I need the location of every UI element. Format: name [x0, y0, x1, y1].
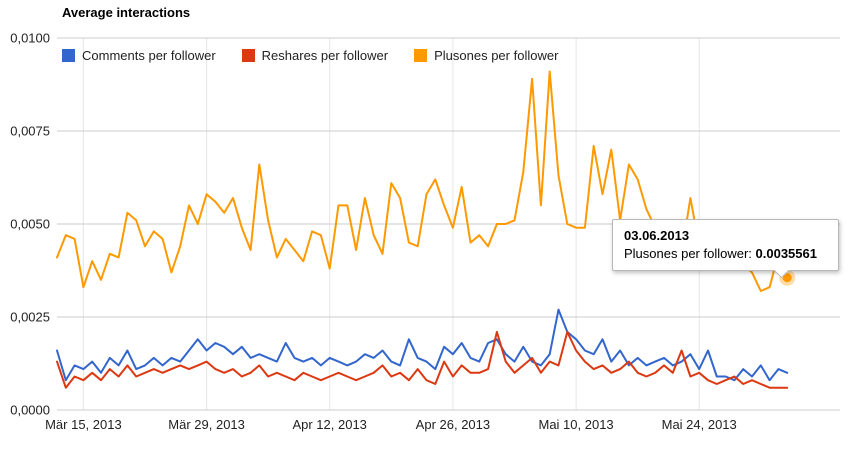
x-tick-label: Mär 15, 2013	[45, 417, 122, 432]
legend-swatch-plusones	[414, 49, 428, 62]
y-tick-label: 0,0100	[10, 31, 50, 46]
legend-label-plusones: Plusones per follower	[434, 48, 559, 63]
tooltip-series-value: Plusones per follower: 0.0035561	[624, 245, 827, 263]
tooltip-value: 0.0035561	[755, 246, 817, 261]
x-tick-label: Mai 24, 2013	[662, 417, 737, 432]
legend-label-reshares: Reshares per follower	[261, 48, 389, 63]
x-tick-label: Mär 29, 2013	[168, 417, 245, 432]
y-tick-label: 0,0000	[10, 403, 50, 418]
x-tick-label: Apr 26, 2013	[416, 417, 490, 432]
legend: Comments per follower Reshares per follo…	[62, 48, 584, 63]
highlighted-point[interactable]	[782, 273, 792, 283]
legend-swatch-comments	[62, 49, 75, 62]
legend-item-plusones[interactable]: Plusones per follower	[414, 48, 558, 63]
x-tick-label: Mai 10, 2013	[539, 417, 614, 432]
y-tick-label: 0,0025	[10, 310, 50, 325]
series-line-0[interactable]	[56, 308, 789, 382]
series-line-1[interactable]	[56, 330, 789, 389]
tooltip: 03.06.2013 Plusones per follower: 0.0035…	[612, 219, 839, 279]
tooltip-date: 03.06.2013	[624, 228, 690, 243]
y-tick-label: 0,0075	[10, 124, 50, 139]
legend-item-comments[interactable]: Comments per follower	[62, 48, 216, 63]
tooltip-series-label: Plusones per follower:	[624, 246, 756, 261]
y-tick-label: 0,0050	[10, 217, 50, 232]
legend-item-reshares[interactable]: Reshares per follower	[241, 48, 389, 63]
legend-label-comments: Comments per follower	[82, 48, 216, 63]
x-tick-label: Apr 12, 2013	[292, 417, 366, 432]
legend-swatch-reshares	[241, 49, 255, 62]
chart-title: Average interactions	[62, 5, 191, 20]
